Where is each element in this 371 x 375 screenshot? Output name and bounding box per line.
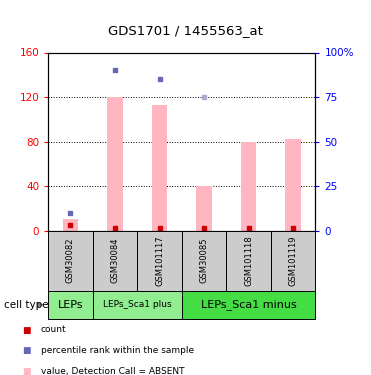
Bar	[48, 291, 93, 319]
Text: LEPs_Sca1 plus: LEPs_Sca1 plus	[103, 300, 171, 309]
Text: LEPs_Sca1 minus: LEPs_Sca1 minus	[201, 299, 296, 310]
Bar	[152, 105, 167, 231]
Bar	[137, 231, 182, 291]
Text: cell type: cell type	[4, 300, 48, 310]
Text: ■: ■	[22, 326, 31, 334]
Text: GSM101119: GSM101119	[289, 236, 298, 286]
Text: percentile rank within the sample: percentile rank within the sample	[41, 346, 194, 355]
Text: GSM101117: GSM101117	[155, 236, 164, 286]
Text: GSM101118: GSM101118	[244, 236, 253, 286]
Text: ■: ■	[22, 346, 31, 355]
Bar	[107, 97, 123, 231]
Text: GSM30084: GSM30084	[111, 238, 119, 284]
Text: ■: ■	[22, 367, 31, 375]
Bar	[271, 231, 315, 291]
Bar	[285, 140, 301, 231]
Bar	[93, 231, 137, 291]
Bar	[63, 219, 78, 231]
Bar	[196, 186, 212, 231]
Text: LEPs: LEPs	[58, 300, 83, 310]
Bar	[226, 231, 271, 291]
Text: count: count	[41, 326, 66, 334]
Text: GDS1701 / 1455563_at: GDS1701 / 1455563_at	[108, 24, 263, 38]
Bar	[182, 291, 315, 319]
Bar	[241, 142, 256, 231]
Bar	[93, 291, 182, 319]
Text: GSM30085: GSM30085	[200, 238, 209, 284]
Bar	[48, 231, 93, 291]
Bar	[182, 231, 226, 291]
Text: GSM30082: GSM30082	[66, 238, 75, 284]
Text: value, Detection Call = ABSENT: value, Detection Call = ABSENT	[41, 367, 184, 375]
